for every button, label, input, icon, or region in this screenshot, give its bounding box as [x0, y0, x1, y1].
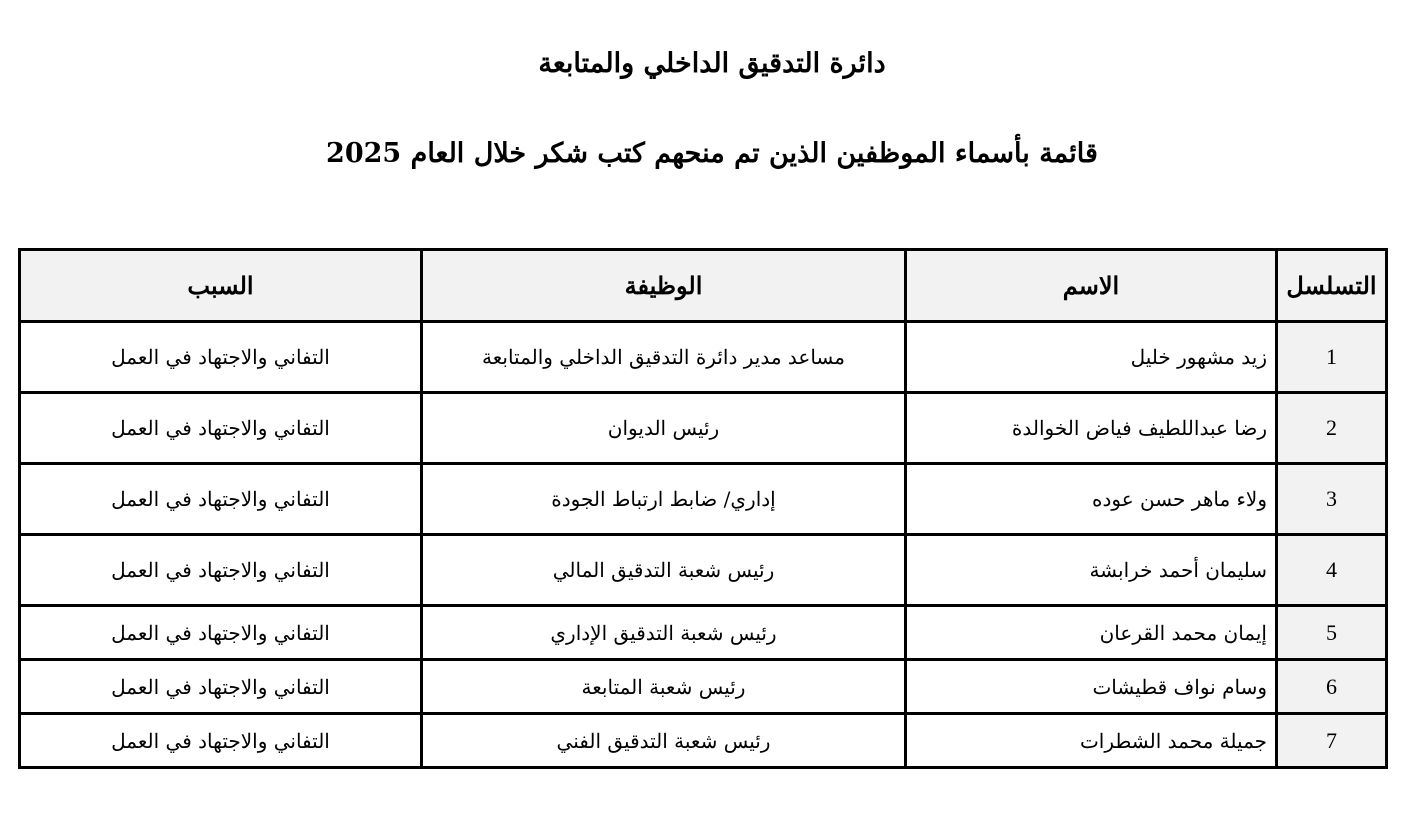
table-row: 6 وسام نواف قطيشات رئيس شعبة المتابعة التفا… — [18, 658, 1388, 715]
cell-reason: التفاني والاجتهاد في العمل — [18, 462, 423, 536]
cell-name: سليمان أحمد خرابشة — [904, 533, 1278, 607]
cell-seq: 2 — [1275, 391, 1388, 465]
cell-name: رضا عبداللطيف فياض الخوالدة — [904, 391, 1278, 465]
header-seq: التسلسل — [1275, 248, 1388, 323]
cell-reason: التفاني والاجتهاد في العمل — [18, 712, 423, 769]
cell-seq: 4 — [1275, 533, 1388, 607]
table-row: 7 جميلة محمد الشطرات رئيس شعبة التدقيق الف… — [18, 712, 1388, 769]
table-row: 4 سليمان أحمد خرابشة رئيس شعبة التدقيق الم… — [18, 533, 1388, 607]
employees-table: التسلسل الاسم الوظيفة السبب 1 زيد مشهور خ… — [18, 248, 1388, 769]
table-row: 3 ولاء ماهر حسن عوده إداري/ ضابط ارتباط ال… — [18, 462, 1388, 536]
document-title: دائرة التدقيق الداخلي والمتابعة — [538, 48, 886, 79]
header-job: الوظيفة — [420, 248, 907, 323]
cell-job: رئيس الديوان — [420, 391, 907, 465]
cell-job: رئيس شعبة التدقيق الإداري — [420, 604, 907, 661]
document-subtitle: قائمة بأسماء الموظفين الذين تم منحهم كتب… — [326, 138, 1098, 169]
cell-seq: 6 — [1275, 658, 1388, 715]
cell-job: رئيس شعبة التدقيق المالي — [420, 533, 907, 607]
cell-name: جميلة محمد الشطرات — [904, 712, 1278, 769]
table-row: 2 رضا عبداللطيف فياض الخوالدة رئيس الديوان… — [18, 391, 1388, 465]
cell-reason: التفاني والاجتهاد في العمل — [18, 320, 423, 394]
cell-seq: 3 — [1275, 462, 1388, 536]
cell-seq: 7 — [1275, 712, 1388, 769]
header-name: الاسم — [904, 248, 1278, 323]
cell-job: رئيس شعبة التدقيق الفني — [420, 712, 907, 769]
header-reason: السبب — [18, 248, 423, 323]
cell-name: إيمان محمد القرعان — [904, 604, 1278, 661]
cell-reason: التفاني والاجتهاد في العمل — [18, 391, 423, 465]
table-header-row: التسلسل الاسم الوظيفة السبب — [18, 248, 1388, 323]
cell-name: ولاء ماهر حسن عوده — [904, 462, 1278, 536]
cell-job: رئيس شعبة المتابعة — [420, 658, 907, 715]
cell-reason: التفاني والاجتهاد في العمل — [18, 604, 423, 661]
cell-seq: 5 — [1275, 604, 1388, 661]
table-row: 5 إيمان محمد القرعان رئيس شعبة التدقيق الإ… — [18, 604, 1388, 661]
cell-seq: 1 — [1275, 320, 1388, 394]
cell-reason: التفاني والاجتهاد في العمل — [18, 658, 423, 715]
cell-reason: التفاني والاجتهاد في العمل — [18, 533, 423, 607]
cell-name: زيد مشهور خليل — [904, 320, 1278, 394]
cell-job: مساعد مدير دائرة التدقيق الداخلي والمتاب… — [420, 320, 907, 394]
table-row: 1 زيد مشهور خليل مساعد مدير دائرة التدقيق … — [18, 320, 1388, 394]
cell-name: وسام نواف قطيشات — [904, 658, 1278, 715]
cell-job: إداري/ ضابط ارتباط الجودة — [420, 462, 907, 536]
